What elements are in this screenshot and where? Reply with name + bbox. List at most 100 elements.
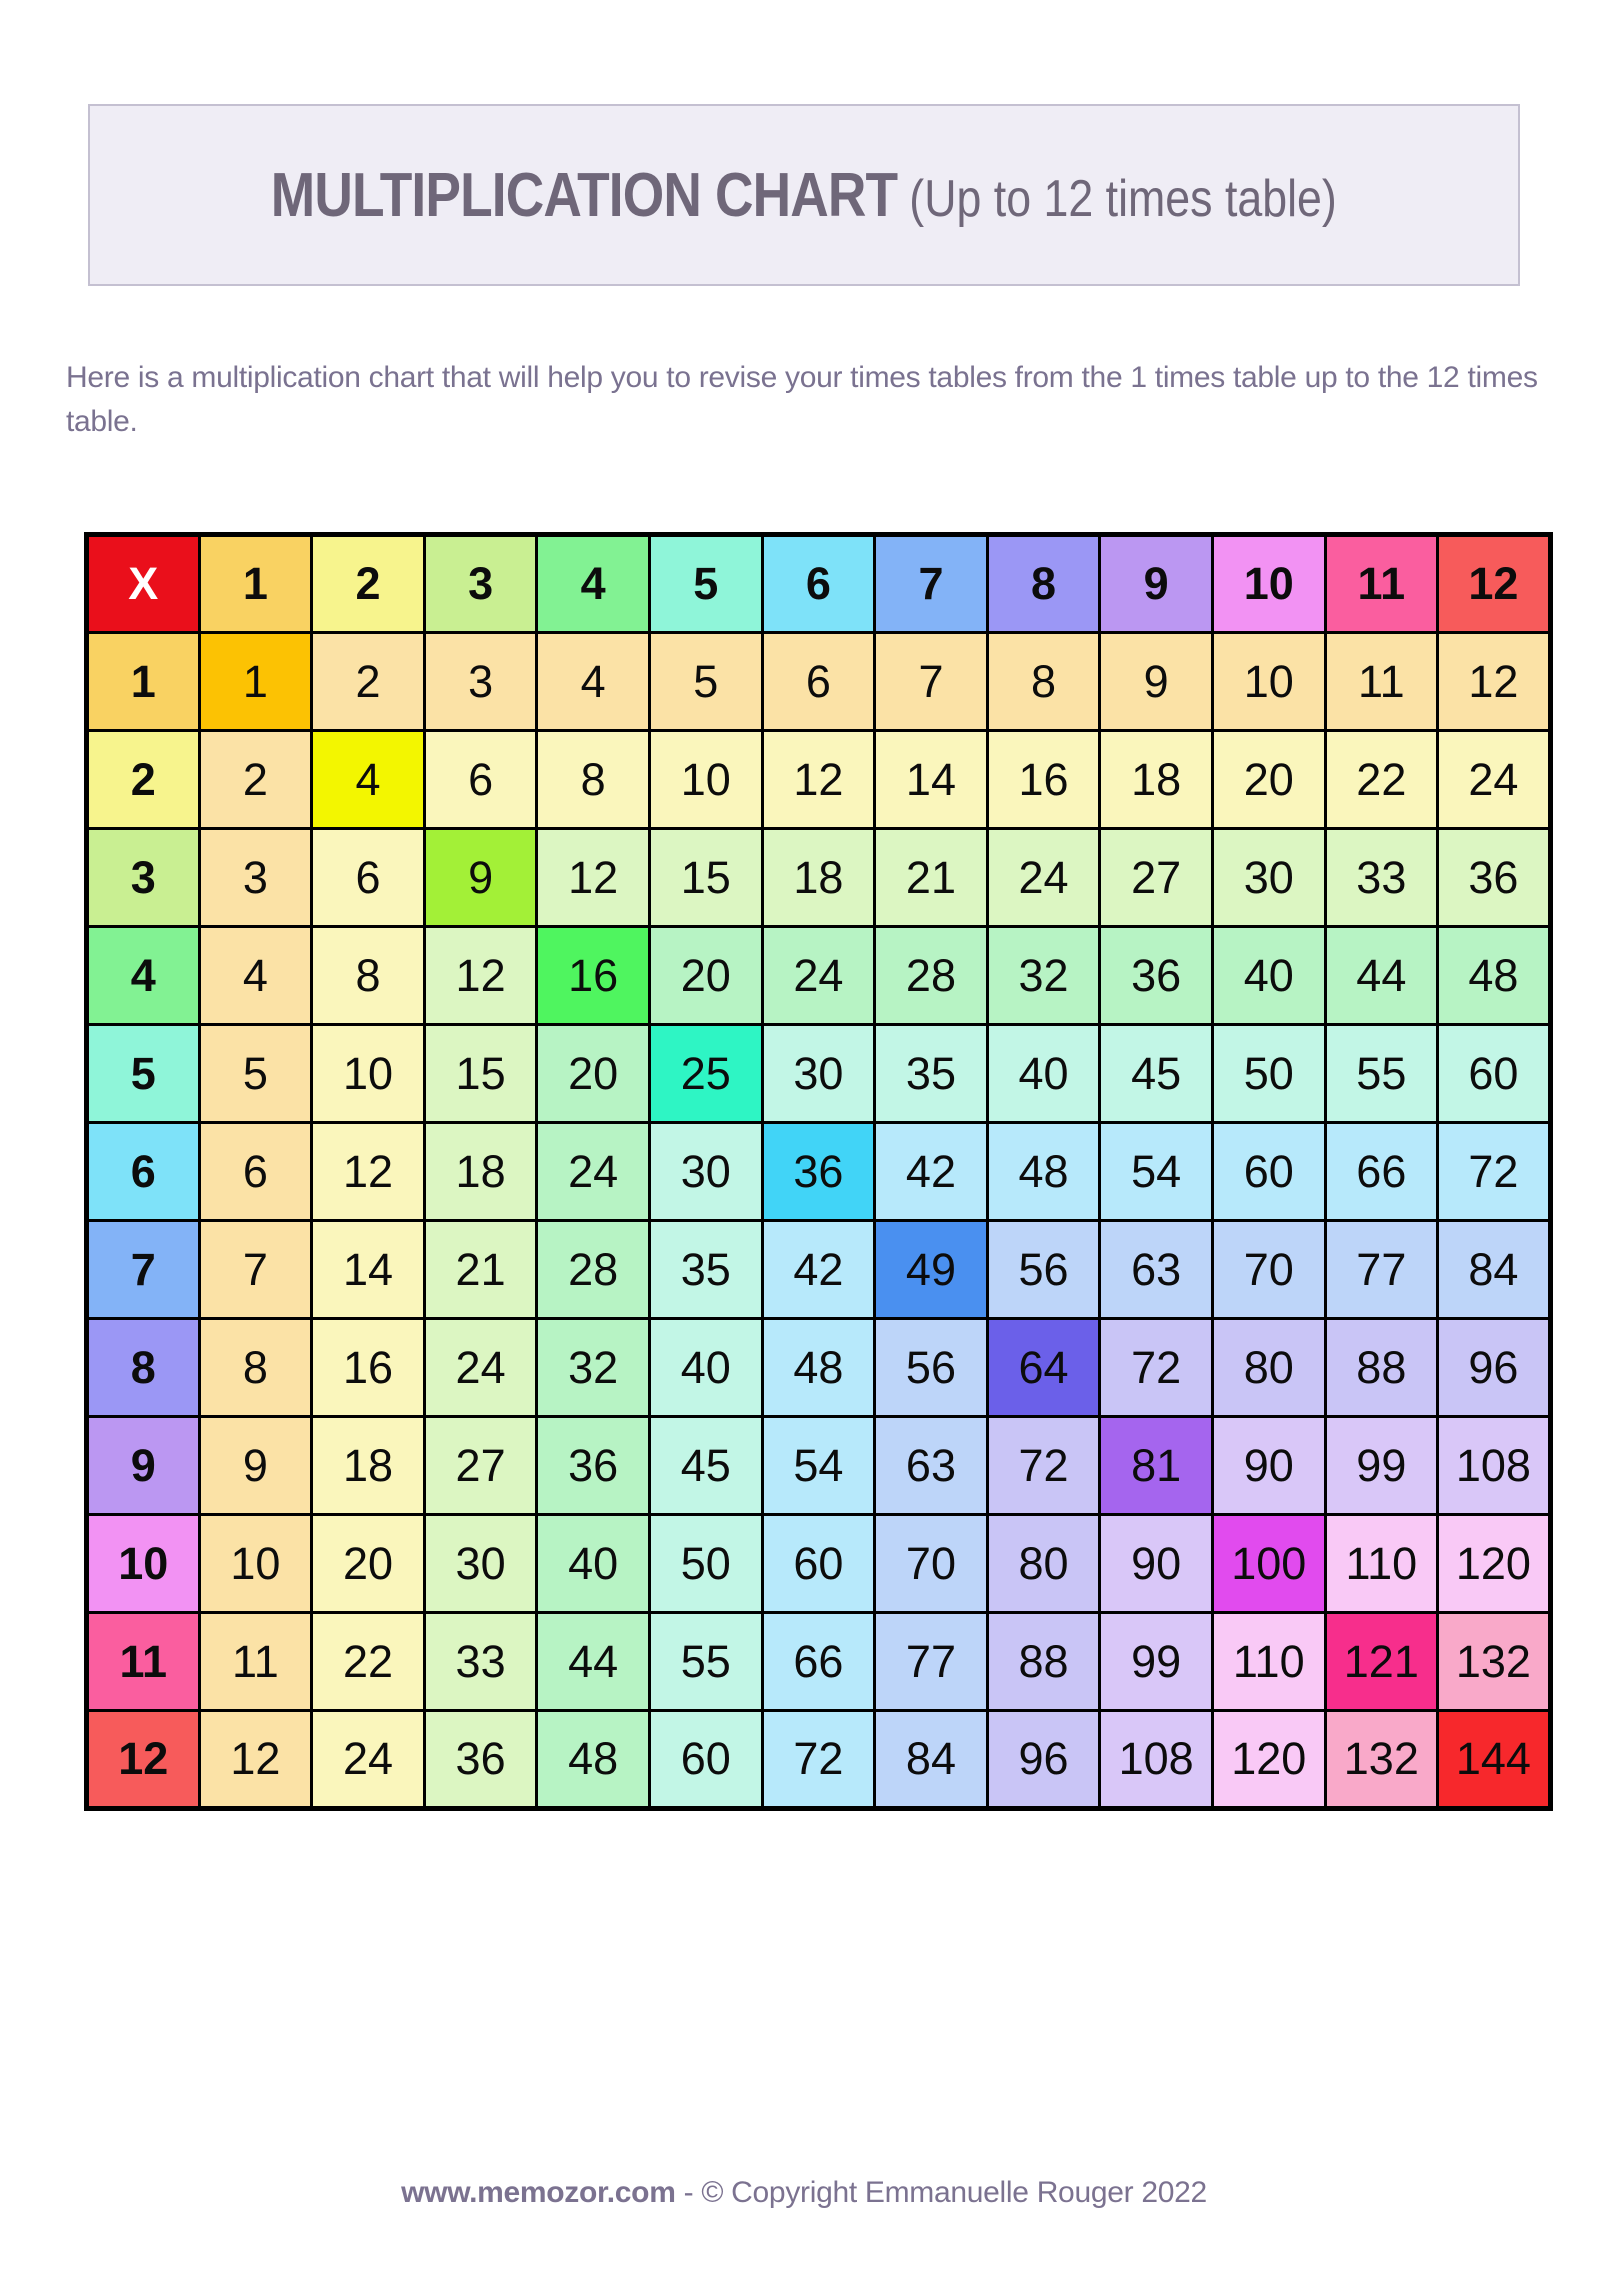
product-cell: 55 (1323, 1023, 1440, 1124)
row-header-cell: 9 (85, 1415, 201, 1516)
product-cell: 21 (422, 1219, 539, 1320)
table-row: 12 12 24 36 48 60 72 84 96 108 120 132 144 (85, 1709, 1552, 1810)
footer-separator: - (675, 2176, 702, 2209)
product-cell: 30 (1210, 827, 1327, 928)
product-cell: 20 (310, 1513, 426, 1614)
table-row: 10 10 20 30 40 50 60 70 80 90 100 110 120 (85, 1513, 1552, 1614)
product-cell: 55 (647, 1611, 764, 1712)
product-cell: 28 (535, 1219, 651, 1320)
column-header-cell: 3 (422, 533, 539, 634)
product-cell: 80 (1210, 1317, 1327, 1418)
product-cell: 3 (197, 827, 314, 928)
product-cell: 24 (535, 1121, 651, 1222)
table-row: 11 11 22 33 44 55 66 77 88 99 110 121 132 (85, 1611, 1552, 1712)
diagonal-product-cell: 64 (985, 1317, 1102, 1418)
product-cell: 45 (647, 1415, 764, 1516)
product-cell: 22 (1323, 729, 1440, 830)
product-cell: 4 (535, 631, 651, 732)
product-cell: 48 (760, 1317, 877, 1418)
product-cell: 5 (197, 1023, 314, 1124)
column-header-cell: 4 (535, 533, 651, 634)
product-cell: 9 (1098, 631, 1214, 732)
product-cell: 10 (647, 729, 764, 830)
title-banner: MULTIPLICATION CHART (Up to 12 times tab… (88, 104, 1520, 286)
row-header-cell: 10 (85, 1513, 201, 1614)
product-cell: 40 (647, 1317, 764, 1418)
product-cell: 60 (1210, 1121, 1327, 1222)
product-cell: 77 (873, 1611, 989, 1712)
column-header-cell: 1 (197, 533, 314, 634)
product-cell: 18 (760, 827, 877, 928)
product-cell: 120 (1436, 1513, 1552, 1614)
column-header-cell: 8 (985, 533, 1102, 634)
product-cell: 50 (647, 1513, 764, 1614)
product-cell: 8 (197, 1317, 314, 1418)
product-cell: 14 (873, 729, 989, 830)
product-cell: 22 (310, 1611, 426, 1712)
row-header-cell: 3 (85, 827, 201, 928)
diagonal-product-cell: 9 (422, 827, 539, 928)
product-cell: 110 (1323, 1513, 1440, 1614)
product-cell: 27 (422, 1415, 539, 1516)
product-cell: 11 (1323, 631, 1440, 732)
product-cell: 6 (760, 631, 877, 732)
product-cell: 99 (1098, 1611, 1214, 1712)
product-cell: 32 (985, 925, 1102, 1026)
product-cell: 132 (1436, 1611, 1552, 1712)
product-cell: 56 (985, 1219, 1102, 1320)
column-header-cell: 10 (1210, 533, 1327, 634)
footer: www.memozor.com - © Copyright Emmanuelle… (0, 2176, 1608, 2210)
product-cell: 6 (310, 827, 426, 928)
product-cell: 36 (1436, 827, 1552, 928)
diagonal-product-cell: 121 (1323, 1611, 1440, 1712)
diagonal-product-cell: 144 (1436, 1709, 1552, 1810)
product-cell: 72 (760, 1709, 877, 1810)
product-cell: 77 (1323, 1219, 1440, 1320)
product-cell: 30 (760, 1023, 877, 1124)
column-header-cell: 9 (1098, 533, 1214, 634)
row-header-cell: 8 (85, 1317, 201, 1418)
diagonal-product-cell: 1 (197, 631, 314, 732)
table-row: 3 3 6 9 12 15 18 21 24 27 30 33 36 (85, 827, 1552, 928)
header-row: X 1 2 3 4 5 6 7 8 9 10 11 12 (85, 533, 1552, 634)
product-cell: 14 (310, 1219, 426, 1320)
diagonal-product-cell: 81 (1098, 1415, 1214, 1516)
product-cell: 72 (1436, 1121, 1552, 1222)
product-cell: 7 (873, 631, 989, 732)
diagonal-product-cell: 16 (535, 925, 651, 1026)
product-cell: 48 (1436, 925, 1552, 1026)
product-cell: 24 (1436, 729, 1552, 830)
page-title-main: MULTIPLICATION CHART (270, 160, 898, 230)
column-header-cell: 12 (1436, 533, 1552, 634)
product-cell: 44 (535, 1611, 651, 1712)
footer-copyright: © Copyright Emmanuelle Rouger 2022 (701, 2176, 1207, 2209)
product-cell: 6 (197, 1121, 314, 1222)
product-cell: 90 (1098, 1513, 1214, 1614)
footer-site-link: www.memozor.com (401, 2176, 676, 2209)
product-cell: 84 (873, 1709, 989, 1810)
diagonal-product-cell: 25 (647, 1023, 764, 1124)
column-header-cell: 11 (1323, 533, 1440, 634)
product-cell: 33 (422, 1611, 539, 1712)
product-cell: 11 (197, 1611, 314, 1712)
diagonal-product-cell: 36 (760, 1121, 877, 1222)
product-cell: 63 (873, 1415, 989, 1516)
product-cell: 40 (1210, 925, 1327, 1026)
product-cell: 36 (422, 1709, 539, 1810)
product-cell: 8 (535, 729, 651, 830)
product-cell: 132 (1323, 1709, 1440, 1810)
product-cell: 6 (422, 729, 539, 830)
product-cell: 20 (1210, 729, 1327, 830)
diagonal-product-cell: 49 (873, 1219, 989, 1320)
product-cell: 30 (422, 1513, 539, 1614)
product-cell: 12 (535, 827, 651, 928)
product-cell: 2 (197, 729, 314, 830)
column-header-cell: 2 (310, 533, 426, 634)
product-cell: 12 (310, 1121, 426, 1222)
product-cell: 12 (197, 1709, 314, 1810)
product-cell: 7 (197, 1219, 314, 1320)
product-cell: 40 (535, 1513, 651, 1614)
multiplication-table: X 1 2 3 4 5 6 7 8 9 10 11 12 1 1 2 3 4 5 6 7 8 9 10 11 12 2 2 4 6 8 10 1… (84, 532, 1553, 1811)
product-cell: 70 (873, 1513, 989, 1614)
